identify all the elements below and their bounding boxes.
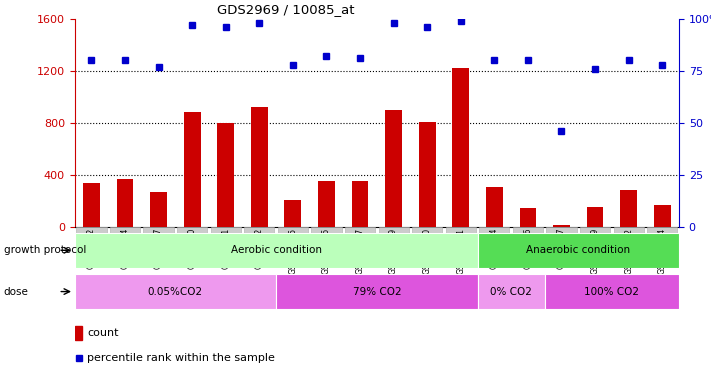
FancyBboxPatch shape bbox=[513, 227, 543, 232]
Text: growth protocol: growth protocol bbox=[4, 245, 86, 255]
Text: GSM29914: GSM29914 bbox=[121, 228, 129, 269]
Bar bbox=[486, 187, 503, 227]
Text: count: count bbox=[87, 328, 119, 338]
FancyBboxPatch shape bbox=[276, 274, 478, 309]
FancyBboxPatch shape bbox=[144, 227, 173, 232]
Bar bbox=[654, 206, 670, 227]
FancyBboxPatch shape bbox=[75, 274, 276, 309]
Bar bbox=[620, 190, 637, 227]
Text: GSM29917: GSM29917 bbox=[154, 228, 163, 269]
Bar bbox=[284, 200, 301, 227]
Text: GSM225514: GSM225514 bbox=[658, 228, 667, 274]
FancyBboxPatch shape bbox=[311, 227, 341, 232]
Text: GSM29937: GSM29937 bbox=[557, 228, 566, 269]
Text: percentile rank within the sample: percentile rank within the sample bbox=[87, 352, 275, 363]
Title: GDS2969 / 10085_at: GDS2969 / 10085_at bbox=[218, 3, 355, 16]
Bar bbox=[587, 207, 604, 227]
FancyBboxPatch shape bbox=[478, 232, 679, 268]
FancyBboxPatch shape bbox=[446, 227, 476, 232]
FancyBboxPatch shape bbox=[244, 227, 274, 232]
FancyBboxPatch shape bbox=[479, 227, 510, 232]
FancyBboxPatch shape bbox=[278, 227, 308, 232]
FancyBboxPatch shape bbox=[545, 274, 679, 309]
FancyBboxPatch shape bbox=[580, 227, 610, 232]
Text: GSM225521: GSM225521 bbox=[456, 228, 465, 274]
Bar bbox=[183, 112, 201, 227]
FancyBboxPatch shape bbox=[345, 227, 375, 232]
FancyBboxPatch shape bbox=[378, 227, 409, 232]
FancyBboxPatch shape bbox=[76, 227, 107, 232]
Bar bbox=[352, 181, 368, 227]
Text: GSM225517: GSM225517 bbox=[356, 228, 365, 274]
FancyBboxPatch shape bbox=[177, 227, 208, 232]
Text: dose: dose bbox=[4, 286, 28, 297]
Text: GSM29921: GSM29921 bbox=[221, 228, 230, 269]
Text: GSM29934: GSM29934 bbox=[490, 228, 499, 269]
Text: GSM29936: GSM29936 bbox=[523, 228, 533, 269]
Text: GSM29920: GSM29920 bbox=[188, 228, 197, 269]
FancyBboxPatch shape bbox=[110, 227, 140, 232]
Text: GSM225516: GSM225516 bbox=[322, 228, 331, 274]
Text: GSM29922: GSM29922 bbox=[255, 228, 264, 269]
Bar bbox=[117, 179, 134, 227]
Text: 0% CO2: 0% CO2 bbox=[490, 286, 532, 297]
FancyBboxPatch shape bbox=[478, 274, 545, 309]
FancyBboxPatch shape bbox=[210, 227, 241, 232]
Bar bbox=[83, 183, 100, 227]
Bar bbox=[218, 123, 234, 227]
FancyBboxPatch shape bbox=[546, 227, 577, 232]
Bar bbox=[251, 107, 268, 227]
Text: Anaerobic condition: Anaerobic condition bbox=[526, 245, 631, 255]
Bar bbox=[150, 192, 167, 227]
FancyBboxPatch shape bbox=[75, 232, 478, 268]
Text: 0.05%CO2: 0.05%CO2 bbox=[148, 286, 203, 297]
Text: GSM225519: GSM225519 bbox=[389, 228, 398, 274]
Bar bbox=[419, 122, 436, 227]
Text: 79% CO2: 79% CO2 bbox=[353, 286, 401, 297]
Bar bbox=[553, 225, 570, 227]
Text: GSM29912: GSM29912 bbox=[87, 228, 96, 269]
Bar bbox=[385, 110, 402, 227]
Bar bbox=[520, 208, 536, 227]
FancyBboxPatch shape bbox=[647, 227, 678, 232]
Text: GSM225520: GSM225520 bbox=[423, 228, 432, 274]
Bar bbox=[75, 326, 82, 340]
Bar bbox=[318, 182, 335, 227]
Text: GSM225469: GSM225469 bbox=[591, 228, 599, 274]
Text: 100% CO2: 100% CO2 bbox=[584, 286, 639, 297]
FancyBboxPatch shape bbox=[614, 227, 643, 232]
Text: GSM225482: GSM225482 bbox=[624, 228, 633, 274]
Bar bbox=[452, 68, 469, 227]
Text: Aerobic condition: Aerobic condition bbox=[230, 245, 321, 255]
Text: GSM225515: GSM225515 bbox=[289, 228, 297, 274]
FancyBboxPatch shape bbox=[412, 227, 442, 232]
